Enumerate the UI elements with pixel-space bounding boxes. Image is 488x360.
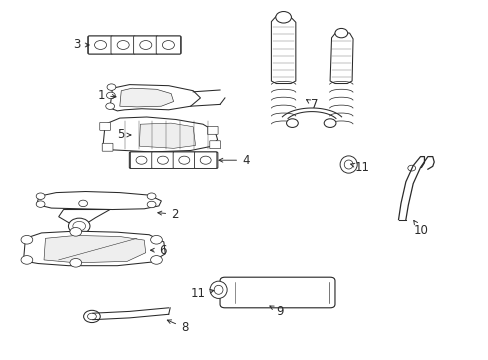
Circle shape	[150, 235, 162, 244]
Polygon shape	[329, 32, 352, 84]
Circle shape	[179, 156, 189, 164]
Circle shape	[157, 156, 168, 164]
Text: 6: 6	[150, 244, 166, 257]
Polygon shape	[271, 16, 295, 84]
Circle shape	[107, 84, 116, 90]
Circle shape	[105, 103, 114, 109]
Circle shape	[106, 92, 115, 99]
FancyBboxPatch shape	[220, 277, 334, 308]
Text: 5: 5	[117, 129, 130, 141]
Circle shape	[324, 119, 335, 127]
Text: 11: 11	[190, 287, 213, 300]
Text: 1: 1	[98, 89, 116, 102]
Circle shape	[162, 41, 174, 49]
Circle shape	[150, 256, 162, 264]
Circle shape	[36, 193, 45, 199]
Circle shape	[83, 310, 100, 323]
Circle shape	[70, 228, 81, 236]
Text: 4: 4	[219, 154, 249, 167]
FancyBboxPatch shape	[129, 152, 217, 168]
Circle shape	[21, 235, 33, 244]
Ellipse shape	[214, 285, 223, 294]
Circle shape	[140, 41, 151, 49]
FancyBboxPatch shape	[156, 36, 180, 54]
Ellipse shape	[339, 156, 356, 173]
FancyBboxPatch shape	[111, 36, 135, 54]
Circle shape	[79, 200, 87, 207]
Circle shape	[286, 119, 298, 127]
Circle shape	[275, 12, 291, 23]
FancyBboxPatch shape	[133, 36, 158, 54]
FancyBboxPatch shape	[130, 152, 152, 168]
Circle shape	[87, 313, 96, 320]
FancyBboxPatch shape	[194, 152, 216, 168]
FancyBboxPatch shape	[207, 126, 218, 134]
Text: 7: 7	[306, 98, 317, 111]
Text: 3: 3	[73, 39, 89, 51]
Polygon shape	[37, 192, 161, 210]
Polygon shape	[110, 85, 200, 111]
Circle shape	[73, 221, 85, 231]
Circle shape	[117, 41, 129, 49]
FancyBboxPatch shape	[102, 143, 113, 151]
Polygon shape	[102, 117, 217, 152]
FancyBboxPatch shape	[88, 36, 113, 54]
FancyBboxPatch shape	[88, 36, 181, 54]
Ellipse shape	[344, 160, 352, 169]
Circle shape	[147, 201, 156, 208]
Ellipse shape	[210, 281, 226, 298]
Circle shape	[147, 193, 156, 199]
Circle shape	[36, 201, 45, 207]
FancyBboxPatch shape	[151, 152, 174, 168]
Polygon shape	[120, 88, 173, 107]
Text: 11: 11	[350, 161, 369, 174]
Polygon shape	[44, 235, 145, 263]
Polygon shape	[139, 123, 195, 148]
Text: 9: 9	[269, 305, 283, 318]
Text: 10: 10	[412, 220, 427, 237]
Polygon shape	[59, 210, 110, 225]
FancyBboxPatch shape	[173, 152, 195, 168]
Text: 8: 8	[167, 320, 188, 334]
Circle shape	[334, 28, 347, 38]
Text: 2: 2	[158, 208, 178, 221]
Circle shape	[68, 218, 90, 234]
Circle shape	[70, 258, 81, 267]
FancyBboxPatch shape	[209, 141, 220, 149]
Polygon shape	[23, 231, 165, 266]
Circle shape	[21, 256, 33, 264]
Circle shape	[200, 156, 211, 164]
Circle shape	[136, 156, 147, 164]
Circle shape	[407, 165, 415, 171]
FancyBboxPatch shape	[100, 122, 110, 130]
Circle shape	[94, 41, 106, 49]
